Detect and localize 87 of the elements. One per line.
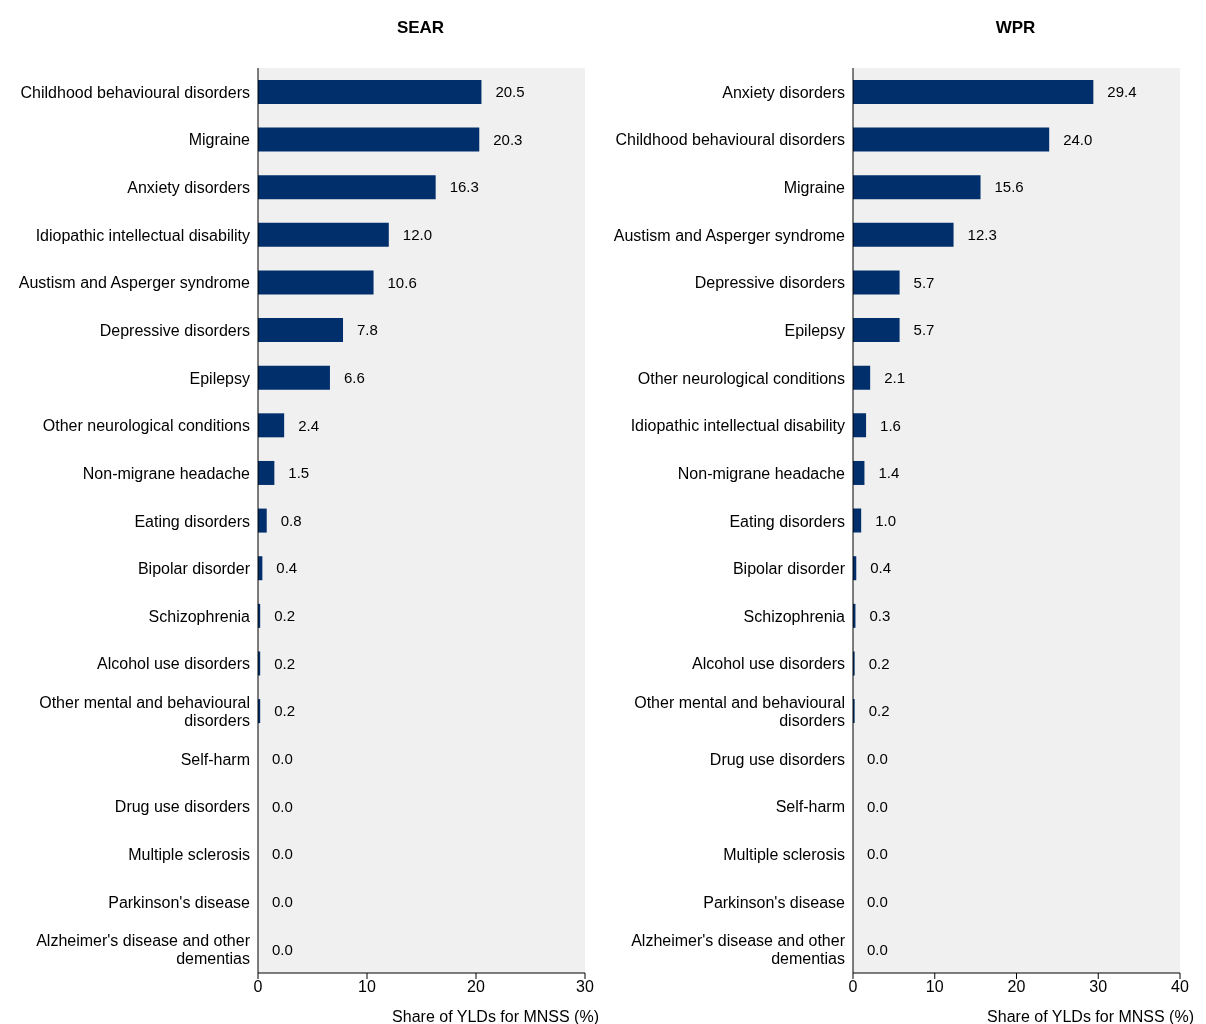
data-label: 15.6 <box>994 178 1024 196</box>
y-tick-label: Alcohol use disorders <box>692 654 845 672</box>
y-tick-label: Multiple sclerosis <box>723 845 845 863</box>
y-tick-label: Epilepsy <box>784 321 845 339</box>
x-tick-label: 10 <box>925 978 944 996</box>
data-label: 20.5 <box>495 83 525 101</box>
y-tick-label: Alcohol use disorders <box>97 654 250 672</box>
x-tick-label: 20 <box>467 978 485 996</box>
y-tick-label: Other mental and behavioural disorders <box>634 693 845 729</box>
x-tick-label: 40 <box>1171 978 1189 996</box>
data-label: 7.8 <box>357 321 378 339</box>
x-tick-label: 10 <box>358 978 376 996</box>
y-tick-label: Childhood behavioural disorders <box>20 83 250 101</box>
data-label: 12.0 <box>402 226 432 244</box>
y-tick-label: Alzheimer's disease and other dementias <box>631 931 846 967</box>
x-tick-label: 30 <box>1089 978 1108 996</box>
y-tick-label: Drug use disorders <box>114 797 250 815</box>
y-tick-label: Eating disorders <box>729 512 845 529</box>
data-label: 0.0 <box>272 845 293 863</box>
y-tick-label: Other mental and behavioural disorders <box>39 693 250 729</box>
y-tick-label: Drug use disorders <box>709 750 845 768</box>
data-label: 0.0 <box>272 797 293 815</box>
data-label: 0.0 <box>867 797 888 815</box>
y-tick-label: Other neurological conditions <box>42 416 250 434</box>
y-tick-label: Idiopathic intellectual disability <box>630 416 845 434</box>
data-label: 0.8 <box>280 511 302 529</box>
y-tick-label: Parkinson's disease <box>703 893 846 911</box>
data-label: 1.5 <box>288 464 310 482</box>
data-label: 0.2 <box>274 654 296 672</box>
y-tick-label: Other neurological conditions <box>637 369 845 387</box>
data-label: 0.0 <box>867 940 888 958</box>
data-label: 0.2 <box>274 607 296 625</box>
y-tick-label: Eating disorders <box>134 512 250 529</box>
data-label: 0.2 <box>868 654 890 672</box>
y-tick-label: Non-migrane headache <box>677 464 846 482</box>
data-label: 6.6 <box>343 368 365 386</box>
data-label: 0.2 <box>274 702 296 720</box>
data-label: 20.3 <box>493 130 523 148</box>
data-label: 0.0 <box>272 892 293 910</box>
data-label: 0.4 <box>276 559 298 577</box>
y-tick-label: Non-migrane headache <box>82 464 251 482</box>
data-label: 0.0 <box>867 892 888 910</box>
data-label: 1.6 <box>880 416 901 434</box>
data-label: 10.6 <box>387 273 417 291</box>
data-label: 24.0 <box>1063 130 1093 148</box>
chart-title: WPR <box>994 18 1037 39</box>
data-label: 0.0 <box>272 749 293 767</box>
y-tick-label: Parkinson's disease <box>108 893 251 911</box>
x-tick-label: 0 <box>253 978 263 996</box>
data-label: 0.3 <box>869 607 891 625</box>
data-label: 5.7 <box>913 273 935 291</box>
y-tick-label: Anxiety disorders <box>127 178 250 196</box>
y-tick-label: Migraine <box>188 130 251 148</box>
data-label: 1.4 <box>878 464 900 482</box>
data-label: 12.3 <box>967 226 997 244</box>
y-tick-label: Depressive disorders <box>694 273 845 291</box>
data-label: 2.4 <box>298 416 320 434</box>
y-tick-label: Austism and Asperger syndrome <box>613 226 846 244</box>
y-tick-label: Multiple sclerosis <box>128 845 250 863</box>
y-tick-label: Self-harm <box>180 750 250 768</box>
data-label: 0.4 <box>870 559 892 577</box>
chart-title: SEAR <box>395 18 446 39</box>
y-tick-label: Austism and Asperger syndrome <box>18 273 251 291</box>
y-tick-label: Idiopathic intellectual disability <box>35 226 250 244</box>
data-label: 0.0 <box>272 940 293 958</box>
x-tick-label: 30 <box>576 978 594 996</box>
data-label: 29.4 <box>1107 83 1137 101</box>
x-tick-label: 20 <box>1007 978 1026 996</box>
y-tick-label: Schizophrenia <box>148 607 251 625</box>
x-tick-label: 0 <box>848 978 858 996</box>
y-tick-label: Schizophrenia <box>743 607 846 625</box>
y-tick-label: Bipolar disorder <box>732 559 846 577</box>
data-label: 2.1 <box>884 368 906 386</box>
y-tick-label: Migraine <box>783 178 846 196</box>
y-tick-label: Epilepsy <box>189 369 250 387</box>
data-label: 0.0 <box>867 845 888 863</box>
y-tick-label: Childhood behavioural disorders <box>615 130 845 148</box>
data-label: 5.7 <box>913 321 935 339</box>
data-label: 0.2 <box>868 702 890 720</box>
y-tick-label: Depressive disorders <box>99 321 250 339</box>
data-label: 16.3 <box>449 178 479 196</box>
data-label: 0.0 <box>867 749 888 767</box>
y-tick-label: Anxiety disorders <box>722 83 845 101</box>
y-tick-label: Bipolar disorder <box>137 559 251 577</box>
data-label: 1.0 <box>875 511 897 529</box>
y-tick-label: Alzheimer's disease and other dementias <box>36 931 251 967</box>
y-tick-label: Self-harm <box>775 797 845 815</box>
